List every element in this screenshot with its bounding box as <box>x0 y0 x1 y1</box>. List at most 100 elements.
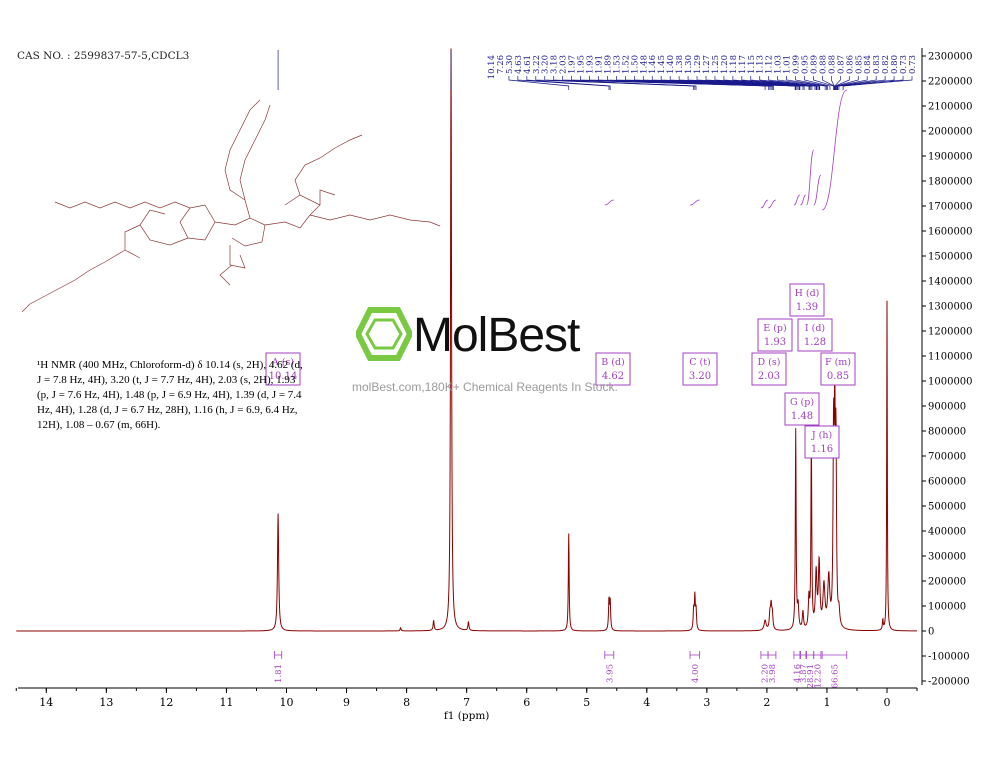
peak-label: 0.88 <box>827 55 837 74</box>
molecule-bond <box>309 214 441 227</box>
peak-label: 7.26 <box>496 55 506 74</box>
peak-label: 1.95 <box>577 55 587 74</box>
peak-leader-line <box>835 76 859 90</box>
y-tick-label: -200000 <box>928 677 970 688</box>
multiplet-box <box>804 425 840 459</box>
molecule-bond <box>139 209 189 246</box>
multiplet-box <box>820 352 856 386</box>
y-tick-label: 2300000 <box>928 52 973 63</box>
integral-value: 3.95 <box>605 664 615 683</box>
y-tick-label: 1900000 <box>928 152 973 163</box>
multiplet-label: D (s) <box>758 357 781 368</box>
multiplet-label: G (p) <box>790 397 814 408</box>
x-tick-label: 3 <box>703 696 710 709</box>
peak-label: 0.73 <box>899 55 909 74</box>
molbest-logo-icon <box>356 307 412 361</box>
peak-label: 1.27 <box>702 55 712 74</box>
peak-leader-line <box>831 76 835 90</box>
peak-label: 2.03 <box>559 55 569 74</box>
multiplet-label: C (t) <box>689 357 711 368</box>
integral-curve <box>800 194 807 206</box>
x-tick-label: 13 <box>99 696 113 709</box>
peak-label: 3.20 <box>541 55 551 74</box>
molecule-bond <box>219 264 233 286</box>
y-tick-label: 2000000 <box>928 127 973 138</box>
peak-label: 10.14 <box>487 55 497 79</box>
peak-label: 0.99 <box>792 55 802 74</box>
peak-label: 0.80 <box>890 55 900 74</box>
y-tick-label: 600000 <box>928 477 966 488</box>
integral-value: 3.87 <box>799 664 809 683</box>
x-tick-label: 11 <box>219 696 233 709</box>
y-tick-label: 100000 <box>928 602 966 613</box>
peak-leader-line <box>837 76 886 90</box>
molecule-bond <box>239 104 271 219</box>
peak-leader-line <box>804 76 831 90</box>
peak-label: 0.95 <box>801 55 811 74</box>
peak-label: 1.25 <box>711 55 721 74</box>
peak-label: 0.84 <box>863 55 873 74</box>
x-tick-label: 12 <box>159 696 173 709</box>
multiplet-value: 1.93 <box>764 337 786 348</box>
peak-label: 5.30 <box>505 55 515 74</box>
y-tick-label: 1700000 <box>928 202 973 213</box>
nmr-annotation: ¹H NMR (400 MHz, Chloroform-d) δ 10.14 (… <box>37 359 303 431</box>
multiplet-value: 1.16 <box>811 444 833 455</box>
integral-value: 12.20 <box>813 664 823 688</box>
peak-leader-line <box>838 76 895 90</box>
multiplet-box <box>265 352 301 386</box>
y-tick-label: 1800000 <box>928 177 973 188</box>
peak-label: 1.93 <box>586 55 596 74</box>
peak-leader-line <box>777 76 826 90</box>
peak-label: 0.88 <box>818 55 828 74</box>
peak-leader-line <box>786 76 827 90</box>
x-tick-label: 0 <box>884 696 891 709</box>
multiplet-value: 2.03 <box>758 371 780 382</box>
x-tick-label: 14 <box>39 696 53 709</box>
peak-leader-line <box>835 76 850 90</box>
molecule-bond <box>124 224 141 259</box>
x-tick-label: 8 <box>403 696 410 709</box>
y-tick-label: 2100000 <box>928 102 973 113</box>
multiplet-value: 0.85 <box>827 371 849 382</box>
integral-curve <box>821 89 848 211</box>
peak-label: 1.97 <box>568 55 578 74</box>
multiplet-label: B (d) <box>601 357 625 368</box>
peak-label: 1.50 <box>630 55 640 74</box>
peak-leader-line <box>842 76 913 90</box>
peak-label: 4.63 <box>514 55 524 74</box>
peak-leader-line <box>795 76 828 90</box>
y-tick-label: -100000 <box>928 652 970 663</box>
peak-label: 3.18 <box>550 55 560 74</box>
peak-leader-line <box>723 76 816 90</box>
peak-leader-line <box>813 76 834 90</box>
multiplet-value: 10.14 <box>269 371 298 382</box>
peak-label: 1.03 <box>774 55 784 74</box>
y-tick-label: 1000000 <box>928 377 973 388</box>
peak-leader-line <box>750 76 819 90</box>
multiplet-label: F (m) <box>825 357 851 368</box>
peak-label: 1.01 <box>783 55 793 74</box>
x-tick-label: 1 <box>823 696 830 709</box>
multiplet-value: 3.20 <box>689 371 711 382</box>
peak-label: 1.38 <box>675 55 685 74</box>
peak-label: 1.13 <box>756 55 766 74</box>
molecule-bond <box>319 189 336 205</box>
peak-leader-line <box>517 76 610 90</box>
peak-leader-line <box>553 76 697 90</box>
peak-label: 0.85 <box>854 55 864 74</box>
peak-leader-line <box>836 76 877 90</box>
peak-label: 1.30 <box>684 55 694 74</box>
peak-label: 1.91 <box>594 55 604 74</box>
multiplet-label: E (p) <box>763 323 786 334</box>
y-tick-label: 1400000 <box>928 277 973 288</box>
cas-number: CAS NO. : 2599837-57-5,CDCL3 <box>17 50 190 62</box>
y-tick-label: 800000 <box>928 427 966 438</box>
integral-value: 28.91 <box>806 664 816 688</box>
peak-label: 1.40 <box>666 55 676 74</box>
integral-curve <box>760 199 769 209</box>
y-tick-label: 500000 <box>928 502 966 513</box>
spectrum-line <box>16 48 918 632</box>
multiplet-label: A (s) <box>271 357 294 368</box>
multiplet-label: H (d) <box>795 288 820 299</box>
